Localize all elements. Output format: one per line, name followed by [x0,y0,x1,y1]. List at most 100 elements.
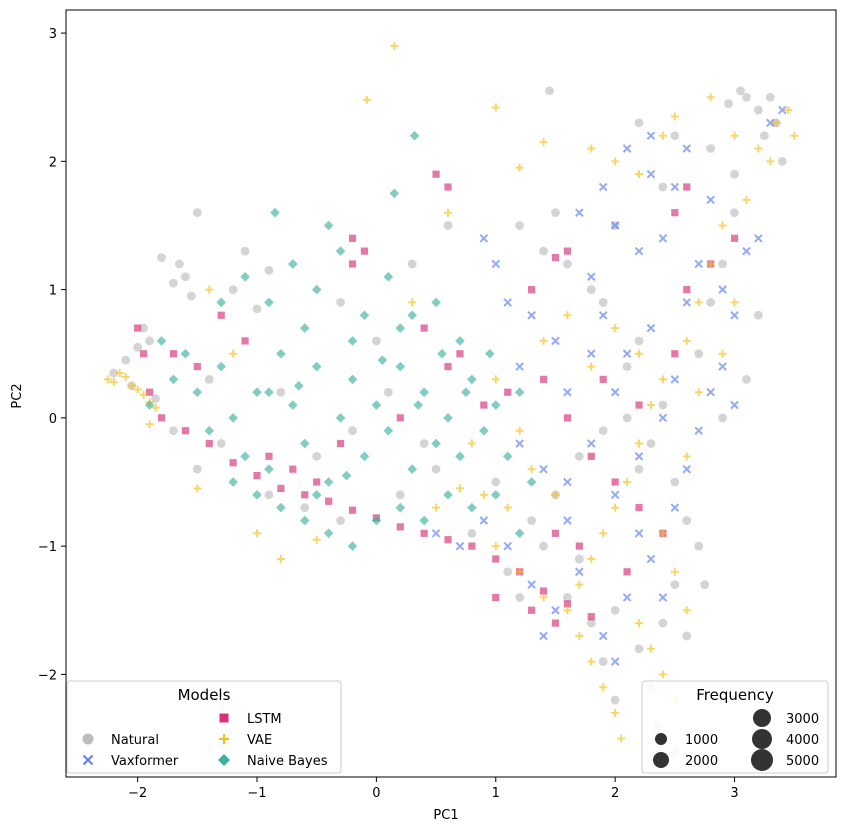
data-point-vae [635,439,644,448]
data-point-lstm [575,542,583,550]
data-point-vae [145,420,154,429]
data-point-vae [139,390,148,399]
data-point-naive-bayes [311,361,322,372]
data-point-natural [694,349,704,359]
legend-label: Natural [111,733,159,748]
data-point-vae [563,606,572,615]
data-point-vae [515,567,524,576]
data-point-vae [706,93,715,102]
data-point-lstm [551,253,560,262]
data-point-vae [491,375,500,384]
data-point-lstm [325,497,333,505]
frequency-label: 5000 [786,754,819,769]
data-point-vae [115,368,124,377]
data-point-vaxformer [658,233,668,243]
data-point-vae [362,95,371,104]
data-point-naive-bayes [377,355,388,365]
legend-label: LSTM [247,712,282,727]
data-point-vae [670,112,679,121]
data-point-vaxformer [670,503,680,512]
data-point-lstm [348,234,357,242]
data-point-lstm [539,587,548,595]
frequency-size-marker [752,729,772,749]
data-point-naive-bayes [293,381,304,391]
data-point-natural [730,169,739,179]
data-point-naive-bayes [514,387,525,398]
data-point-vaxformer [479,516,489,525]
data-point-lstm [683,183,691,191]
data-point-natural [718,413,727,423]
data-point-natural [539,541,548,551]
data-point-naive-bayes [484,348,495,359]
data-point-natural [157,253,166,262]
data-point-lstm [169,350,178,358]
data-point-natural [264,265,274,275]
data-point-natural [180,272,190,282]
data-point-naive-bayes [180,348,191,359]
data-point-natural [383,387,393,397]
data-point-naive-bayes [240,271,250,282]
data-point-vae [772,118,781,127]
data-point-lstm [683,286,691,294]
data-point-vaxformer [646,131,656,141]
data-point-naive-bayes [323,528,334,539]
data-point-natural [204,374,214,384]
data-point-vae [515,426,524,435]
data-point-natural [515,593,525,602]
data-point-naive-bayes [228,477,238,487]
data-point-natural [169,426,178,436]
data-point-natural [658,182,668,192]
data-point-vae [390,41,399,50]
data-point-natural [622,413,632,423]
data-point-vaxformer [658,413,668,423]
data-point-natural [371,336,381,346]
data-point-natural [682,631,692,641]
data-point-vaxformer [539,631,548,641]
data-point-vae [479,490,488,499]
data-point-natural [300,503,310,513]
data-point-lstm [301,491,309,499]
data-point-vaxformer [610,221,620,230]
data-point-vaxformer [694,259,704,269]
data-point-lstm [145,388,154,396]
data-point-natural [759,131,769,141]
data-point-vae [312,535,321,544]
data-point-natural [670,580,680,590]
data-point-natural [658,400,668,410]
x-tick-label: 0 [372,786,380,801]
data-point-natural [276,387,286,397]
data-point-naive-bayes [276,502,286,513]
data-point-lstm [444,362,452,371]
data-point-vae [611,324,620,333]
data-point-vae [575,580,584,589]
data-point-natural [186,291,196,301]
data-point-natural [252,304,262,314]
data-point-naive-bayes [299,515,310,526]
data-point-vae [575,631,584,640]
data-point-natural [562,593,572,602]
data-point-vaxformer [503,541,513,551]
data-point-vaxformer [718,362,727,371]
data-point-vaxformer [622,144,632,153]
data-point-lstm [444,536,452,544]
data-point-vaxformer [575,208,584,217]
data-point-lstm [420,529,428,537]
data-point-vae [587,657,596,666]
data-point-lstm [432,170,440,178]
legend-label: VAE [247,733,272,748]
data-point-vae [617,734,626,743]
data-point-natural [121,355,131,365]
data-point-lstm [468,542,476,550]
x-tick-label: −2 [128,786,147,801]
data-point-vae [587,554,596,563]
data-point-lstm [539,375,548,383]
data-point-vaxformer [539,464,548,474]
data-point-natural [634,118,644,128]
y-axis: −2 −1 0 1 2 3 [38,27,66,683]
data-point-natural [634,464,644,474]
data-point-vaxformer [646,169,656,179]
data-point-naive-bayes [383,271,394,282]
data-point-natural [724,99,733,109]
legend-label: Naive Bayes [247,754,328,769]
data-point-lstm [348,260,357,268]
